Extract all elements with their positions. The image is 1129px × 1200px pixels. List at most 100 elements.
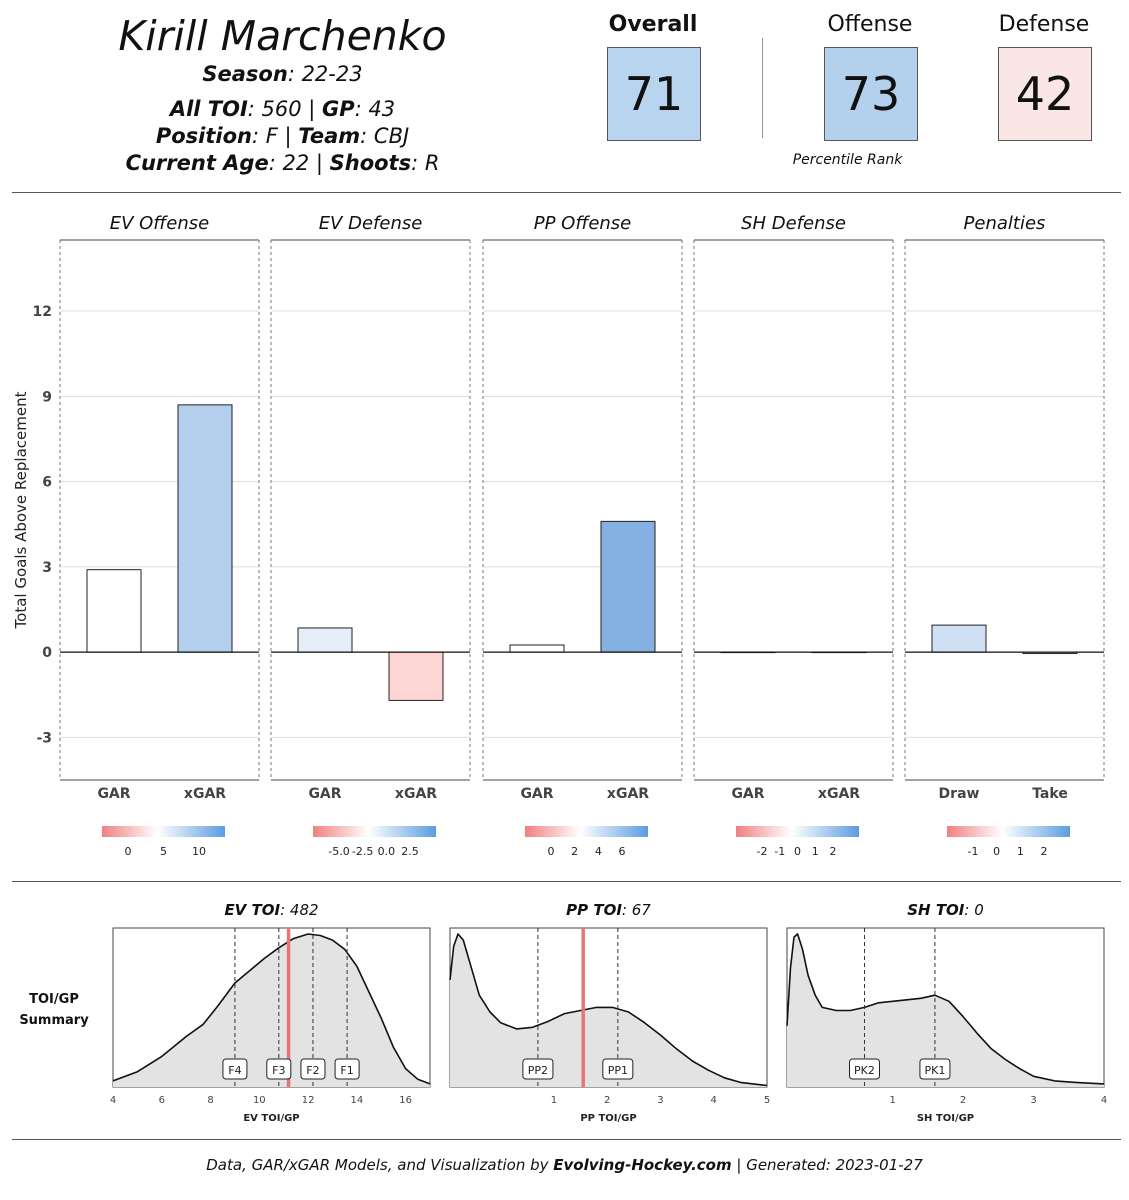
panel-ev-offense: EV Offense GAR xGAR 0 5 10	[59, 213, 260, 858]
line-label-box	[919, 1058, 951, 1080]
x-tick-label: 4	[1101, 1095, 1107, 1106]
x-axis-label: SH TOI/GP	[917, 1113, 974, 1124]
x-tick-label: xGAR	[607, 786, 649, 802]
legend-tick-label: 0	[548, 845, 555, 858]
bar-xgar	[600, 520, 656, 653]
overall-rank-box: 71	[607, 47, 701, 141]
legend-tick-label: -2.5	[352, 845, 373, 858]
toi-summary-label: Summary	[19, 1013, 89, 1028]
density-area	[113, 934, 430, 1087]
offense-label: Offense	[827, 12, 913, 37]
line-label: F2	[306, 1064, 319, 1077]
panel-title: Penalties	[964, 213, 1046, 234]
density-line	[449, 933, 768, 1087]
density-title: PP TOI: 67	[566, 901, 651, 919]
footer-credit: Data, GAR/xGAR Models, and Visualization…	[206, 1156, 923, 1174]
defense-label: Defense	[998, 12, 1090, 37]
x-tick-label: 2	[960, 1095, 966, 1106]
age-shoots-line: Current Age: 22 | Shoots: R	[125, 151, 440, 175]
x-tick-label: 1	[889, 1095, 895, 1106]
rank-divider	[762, 38, 763, 138]
legend-tick-label: -2	[757, 845, 768, 858]
line-label-box	[602, 1058, 634, 1080]
line-label-box	[848, 1058, 880, 1080]
density-title: EV TOI: 482	[224, 901, 318, 919]
legend-tick-label: -1	[968, 845, 979, 858]
color-legend-bar	[947, 826, 1070, 837]
y-tick-label: 3	[42, 560, 52, 576]
legend-tick-label: 2	[571, 845, 578, 858]
legend-tick-label: 10	[192, 845, 206, 858]
line-label: PP1	[608, 1064, 628, 1077]
legend-tick-label: 2	[1041, 845, 1048, 858]
bar-gar	[297, 627, 353, 653]
legend-tick-label: 4	[595, 845, 602, 858]
line-label-box	[266, 1058, 292, 1080]
legend-tick-label: 2	[830, 845, 837, 858]
x-tick-label: 2	[604, 1095, 610, 1106]
y-tick-label: 0	[42, 645, 52, 661]
density-title: SH TOI: 0	[907, 901, 984, 919]
density-line	[786, 933, 1105, 1085]
legend-tick-label: 0	[794, 845, 801, 858]
x-tick-label: Draw	[939, 786, 980, 802]
panel-ev-defense: EV Defense GAR xGAR -5.0 -2.5 0.0 2.5	[270, 213, 471, 858]
x-tick-label: 3	[657, 1095, 663, 1106]
toi-summary-label: TOI/GP	[29, 992, 79, 1007]
x-tick-label: xGAR	[818, 786, 860, 802]
position-team-line: Position: F | Team: CBJ	[155, 124, 410, 148]
y-axis-label: Total Goals Above Replacement	[12, 391, 30, 629]
x-axis-label: PP TOI/GP	[580, 1113, 636, 1124]
bar-xgar	[177, 404, 233, 653]
legend-tick-label: 1	[1017, 845, 1024, 858]
density-pp-toi-gp: PP TOI: 67 PP2 PP1 1 2 3 4 5 PP TOI/GP	[449, 901, 770, 1124]
offense-rank-box: 73	[824, 47, 918, 141]
legend-tick-label: 6	[619, 845, 626, 858]
gar-bar-chart: Total Goals Above Replacement-3036912EV …	[12, 213, 1105, 858]
line-label: F1	[340, 1064, 353, 1077]
y-tick-label: 6	[42, 475, 52, 491]
x-tick-label: GAR	[520, 786, 553, 802]
legend-tick-label: 2.5	[401, 845, 419, 858]
y-tick-label: -3	[36, 730, 52, 746]
y-tick-label: 12	[33, 304, 52, 320]
panel-penalties: Penalties Draw Take -1 0 1 2	[904, 213, 1105, 858]
panel-title: EV Defense	[319, 213, 423, 234]
line-label: F3	[272, 1064, 285, 1077]
panel-title: EV Offense	[110, 213, 210, 234]
x-tick-label: GAR	[97, 786, 130, 802]
line-label: PK2	[854, 1064, 875, 1077]
density-sh-toi-gp: SH TOI: 0 PK2 PK1 1 2 3 4 SH TOI/GP	[786, 901, 1107, 1124]
overall-label: Overall	[608, 12, 698, 37]
x-tick-label: GAR	[731, 786, 764, 802]
legend-tick-label: 0	[993, 845, 1000, 858]
player-name: Kirill Marchenko	[118, 12, 447, 60]
toi-gp-line: All TOI: 560 | GP: 43	[169, 97, 396, 121]
x-tick-label: 4	[711, 1095, 717, 1106]
y-tick-label: 9	[42, 389, 52, 405]
density-ev-toi-gp: EV TOI: 482 F4 F3 F2 F1 4 6 8 10 12 14 16 EV TOI/GP	[110, 901, 431, 1124]
x-tick-label: Take	[1032, 786, 1068, 802]
defense-rank-box: 42	[998, 47, 1092, 141]
legend-tick-label: 1	[812, 845, 819, 858]
x-axis-label: EV TOI/GP	[243, 1113, 299, 1124]
x-tick-label: 14	[350, 1095, 363, 1106]
x-tick-label: 3	[1030, 1095, 1036, 1106]
bar-draw	[931, 624, 987, 653]
x-tick-label: 5	[764, 1095, 770, 1106]
legend-tick-label: 0.0	[378, 845, 396, 858]
legend-tick-label: -5.0	[328, 845, 349, 858]
density-line	[112, 933, 431, 1085]
x-tick-label: xGAR	[184, 786, 226, 802]
legend-tick-label: -1	[774, 845, 785, 858]
line-label-box	[300, 1058, 326, 1080]
x-tick-label: 16	[399, 1095, 412, 1106]
x-tick-label: 6	[159, 1095, 165, 1106]
panel-pp-offense: PP Offense GAR xGAR 0 2 4 6	[482, 213, 683, 858]
x-tick-label: 4	[110, 1095, 116, 1106]
line-label-box	[522, 1058, 554, 1080]
x-tick-label: 10	[253, 1095, 266, 1106]
panel-title: SH Defense	[741, 213, 846, 234]
line-label: PP2	[528, 1064, 548, 1077]
divider-mid	[12, 881, 1121, 882]
